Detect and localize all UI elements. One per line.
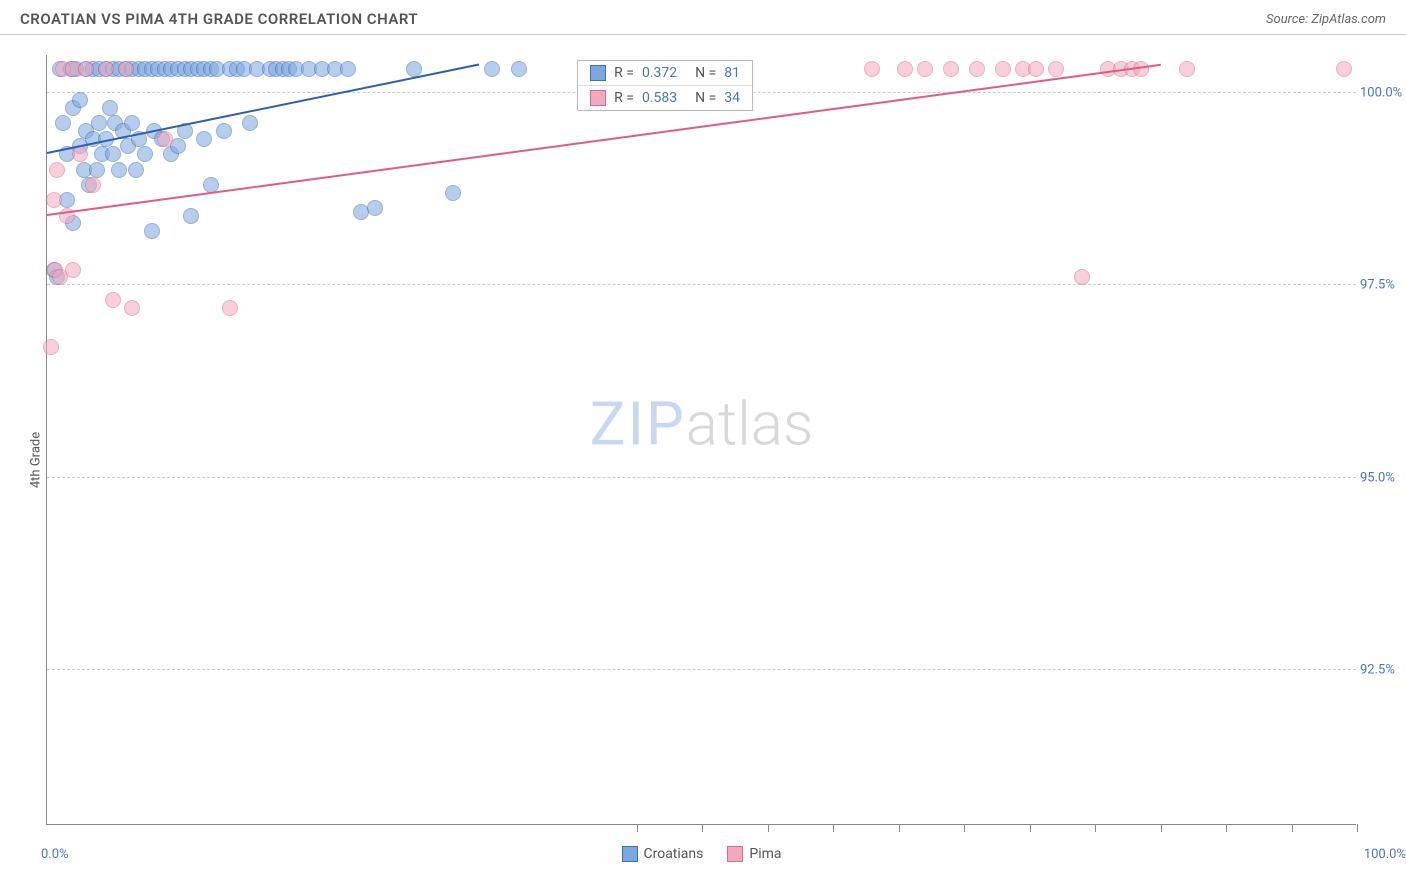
x-tick (1030, 824, 1031, 832)
data-point (105, 146, 121, 162)
x-max-label: 100.0% (1364, 847, 1406, 862)
data-point (943, 61, 959, 77)
data-point (1028, 61, 1044, 77)
data-point (511, 61, 527, 77)
data-point (1048, 61, 1064, 77)
x-tick (964, 824, 965, 832)
data-point (65, 262, 81, 278)
data-point (917, 61, 933, 77)
legend-swatch (621, 846, 637, 862)
stat-n-label: N = (695, 65, 716, 81)
stat-n-value: 34 (724, 90, 740, 106)
chart-title: CROATIAN VS PIMA 4TH GRADE CORRELATION C… (20, 10, 418, 28)
stats-legend-row: R = 0.372 N = 81 (578, 61, 752, 85)
data-point (1179, 61, 1195, 77)
y-tick-label: 100.0% (1360, 85, 1406, 100)
data-point (969, 61, 985, 77)
data-point (222, 300, 238, 316)
data-point (111, 162, 127, 178)
stat-r-value: 0.583 (642, 90, 677, 106)
stat-n-label: N = (695, 90, 716, 106)
y-tick-label: 97.5% (1360, 278, 1406, 293)
plot-region: ZIPatlas 100.0%97.5%95.0%92.5%0.0%100.0%… (46, 55, 1356, 825)
stat-r-label: R = (614, 65, 634, 81)
data-point (1133, 61, 1149, 77)
data-point (128, 162, 144, 178)
data-point (72, 92, 88, 108)
data-point (98, 61, 114, 77)
data-point (484, 61, 500, 77)
data-point (183, 208, 199, 224)
data-point (445, 185, 461, 201)
y-tick-label: 92.5% (1360, 663, 1406, 678)
gridline (47, 284, 1356, 285)
legend-swatch (590, 90, 606, 106)
legend-label: Pima (749, 846, 781, 862)
stats-legend-row: R = 0.583 N = 34 (578, 85, 752, 110)
chart-source: Source: ZipAtlas.com (1266, 12, 1386, 27)
legend-label: Croatians (643, 846, 703, 862)
data-point (242, 115, 258, 131)
chart-area: 4th Grade ZIPatlas 100.0%97.5%95.0%92.5%… (0, 35, 1406, 885)
data-point (864, 61, 880, 77)
data-point (105, 292, 121, 308)
x-tick (1357, 824, 1358, 832)
stat-r-label: R = (614, 90, 634, 106)
x-tick (1161, 824, 1162, 832)
x-tick (833, 824, 834, 832)
stat-r-value: 0.372 (642, 65, 677, 81)
y-tick-label: 95.0% (1360, 470, 1406, 485)
x-tick (768, 824, 769, 832)
data-point (55, 115, 71, 131)
data-point (102, 100, 118, 116)
legend-swatch (590, 65, 606, 81)
x-min-label: 0.0% (41, 847, 69, 862)
data-point (367, 200, 383, 216)
x-tick (702, 824, 703, 832)
gridline (47, 477, 1356, 478)
data-point (46, 192, 62, 208)
data-point (89, 162, 105, 178)
stat-n-value: 81 (724, 65, 740, 81)
legend-swatch (727, 846, 743, 862)
chart-header: CROATIAN VS PIMA 4TH GRADE CORRELATION C… (0, 0, 1406, 35)
data-point (897, 61, 913, 77)
data-point (85, 177, 101, 193)
legend-item: Pima (727, 846, 781, 862)
data-point (118, 61, 134, 77)
data-point (216, 123, 232, 139)
legend-item: Croatians (621, 846, 703, 862)
x-tick (637, 824, 638, 832)
data-point (124, 300, 140, 316)
data-point (1074, 269, 1090, 285)
data-point (144, 223, 160, 239)
data-point (1336, 61, 1352, 77)
x-tick (1095, 824, 1096, 832)
data-point (91, 115, 107, 131)
data-point (49, 162, 65, 178)
data-point (995, 61, 1011, 77)
x-tick (899, 824, 900, 832)
stats-legend: R = 0.372 N = 81 R = 0.583 N = 34 (577, 60, 753, 111)
data-point (137, 146, 153, 162)
gridline (47, 669, 1356, 670)
series-legend: Croatians Pima (621, 846, 781, 862)
y-axis-label: 4th Grade (29, 432, 44, 488)
watermark: ZIPatlas (590, 389, 814, 460)
data-point (72, 146, 88, 162)
data-point (196, 131, 212, 147)
data-point (124, 115, 140, 131)
data-point (157, 131, 173, 147)
data-point (78, 61, 94, 77)
x-tick (1292, 824, 1293, 832)
x-tick (1226, 824, 1227, 832)
data-point (340, 61, 356, 77)
data-point (43, 339, 59, 355)
